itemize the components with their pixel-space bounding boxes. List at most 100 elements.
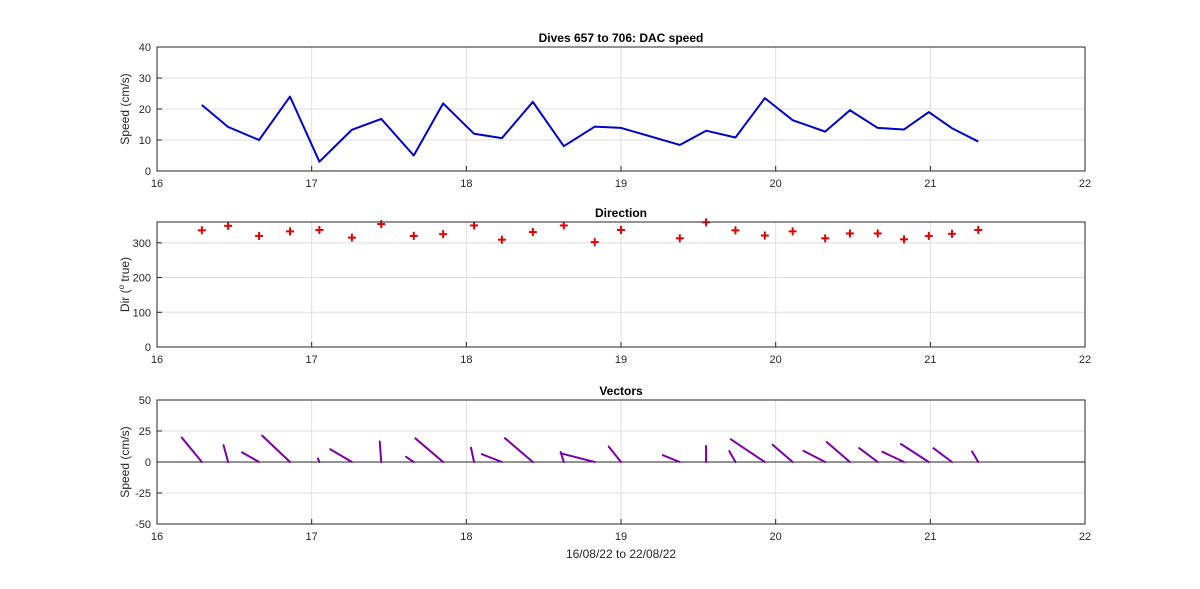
direction-point xyxy=(439,230,448,239)
x-tick-label: 18 xyxy=(460,178,472,190)
velocity-vector xyxy=(899,443,930,463)
x-tick-label: 16 xyxy=(151,354,163,366)
y-tick-label: 40 xyxy=(139,42,151,54)
direction-point xyxy=(675,234,684,243)
direction-chart-title: Direction xyxy=(595,206,647,220)
speed-panel: 0 10 20 30 40 16 17 18 19 20 21 22 Dives 657 to 70… xyxy=(118,31,1091,190)
velocity-vector xyxy=(802,449,827,463)
vectors-panel: -50 -25 0 25 50 16 17 18 19 20 21 22 Vectors Speed… xyxy=(118,384,1091,561)
direction-point xyxy=(788,227,797,236)
velocity-vector xyxy=(971,450,980,463)
direction-point xyxy=(470,221,479,230)
y-tick-label: 200 xyxy=(133,273,151,285)
direction-point xyxy=(255,231,264,240)
direction-point xyxy=(821,234,830,243)
direction-point xyxy=(409,231,418,240)
velocity-vector xyxy=(661,454,681,463)
x-tick-label: 21 xyxy=(924,354,936,366)
x-tick-label: 21 xyxy=(924,531,936,543)
x-tick-label: 19 xyxy=(615,178,627,190)
x-tick-label: 20 xyxy=(770,354,782,366)
x-tick-label: 18 xyxy=(460,531,472,543)
direction-point xyxy=(760,231,769,240)
direction-point xyxy=(559,221,568,230)
velocity-vector xyxy=(180,436,203,463)
y-label-text: true) xyxy=(118,257,132,285)
x-tick-label: 17 xyxy=(306,178,318,190)
y-label-text: Dir ( xyxy=(118,289,132,312)
y-tick-label: -25 xyxy=(135,488,151,500)
velocity-vector xyxy=(504,437,534,463)
y-tick-label: 25 xyxy=(139,426,151,438)
direction-point xyxy=(845,229,854,238)
velocity-vector xyxy=(405,455,415,463)
direction-point xyxy=(315,225,324,234)
velocity-vector xyxy=(469,446,476,463)
speed-chart-title: Dives 657 to 706: DAC speed xyxy=(539,31,704,45)
direction-panel: 0 100 200 300 16 17 18 19 20 21 22 Direction Dir … xyxy=(117,206,1091,366)
direction-point xyxy=(947,229,956,238)
velocity-vector xyxy=(932,447,953,463)
velocity-vector xyxy=(858,447,879,463)
direction-point xyxy=(347,233,356,242)
x-tick-label: 22 xyxy=(1079,354,1091,366)
direction-point xyxy=(731,226,740,235)
speed-series-line xyxy=(201,95,979,163)
y-tick-label: 100 xyxy=(133,307,151,319)
y-tick-label: 50 xyxy=(139,395,151,407)
y-tick-label: 0 xyxy=(145,342,151,354)
direction-point xyxy=(286,227,295,236)
direction-point xyxy=(924,231,933,240)
velocity-vector xyxy=(414,437,445,463)
y-tick-label: 300 xyxy=(133,238,151,250)
velocity-vector xyxy=(881,450,906,463)
velocity-vector xyxy=(261,434,292,463)
x-tick-label: 17 xyxy=(306,354,318,366)
direction-point xyxy=(197,226,206,235)
direction-point xyxy=(590,238,599,247)
x-tick-label: 16 xyxy=(151,178,163,190)
direction-point xyxy=(900,235,909,244)
y-tick-label: 30 xyxy=(139,73,151,85)
vectors-x-axis-label: 16/08/22 to 22/08/22 xyxy=(566,547,676,561)
direction-point xyxy=(617,225,625,234)
y-tick-label: 0 xyxy=(145,457,151,469)
velocity-vector xyxy=(378,440,383,463)
velocity-vector xyxy=(771,443,794,463)
x-tick-label: 19 xyxy=(615,531,627,543)
velocity-vector xyxy=(480,453,503,463)
degree-superscript: o xyxy=(117,284,126,289)
velocity-vector xyxy=(825,441,851,463)
direction-point xyxy=(497,235,506,244)
direction-point xyxy=(377,220,386,229)
vectors-y-axis-label: Speed (cm/s) xyxy=(118,426,132,497)
velocity-vector xyxy=(729,438,766,463)
y-tick-label: -50 xyxy=(135,519,151,531)
vectors-chart-title: Vectors xyxy=(599,384,643,398)
velocity-vector xyxy=(316,457,321,463)
y-tick-label: 20 xyxy=(139,104,151,116)
x-tick-label: 19 xyxy=(615,354,627,366)
x-tick-label: 16 xyxy=(151,531,163,543)
speed-y-axis-label: Speed (cm/s) xyxy=(118,73,132,144)
velocity-vector xyxy=(241,451,261,463)
x-tick-label: 20 xyxy=(770,531,782,543)
velocity-vector xyxy=(559,452,596,463)
x-tick-label: 22 xyxy=(1079,531,1091,543)
x-tick-label: 17 xyxy=(306,531,318,543)
velocity-vector xyxy=(329,448,353,463)
x-tick-label: 18 xyxy=(460,354,472,366)
velocity-vector xyxy=(728,450,737,463)
x-tick-label: 21 xyxy=(924,178,936,190)
direction-point xyxy=(528,228,537,237)
direction-point xyxy=(224,221,233,230)
direction-y-axis-label: Dir (o true) xyxy=(117,257,132,312)
direction-point xyxy=(873,229,882,238)
x-tick-label: 22 xyxy=(1079,178,1091,190)
velocity-vector xyxy=(607,445,622,463)
direction-point xyxy=(974,225,983,234)
velocity-vector xyxy=(222,444,230,463)
y-tick-label: 10 xyxy=(139,135,151,147)
y-tick-label: 0 xyxy=(145,166,151,178)
